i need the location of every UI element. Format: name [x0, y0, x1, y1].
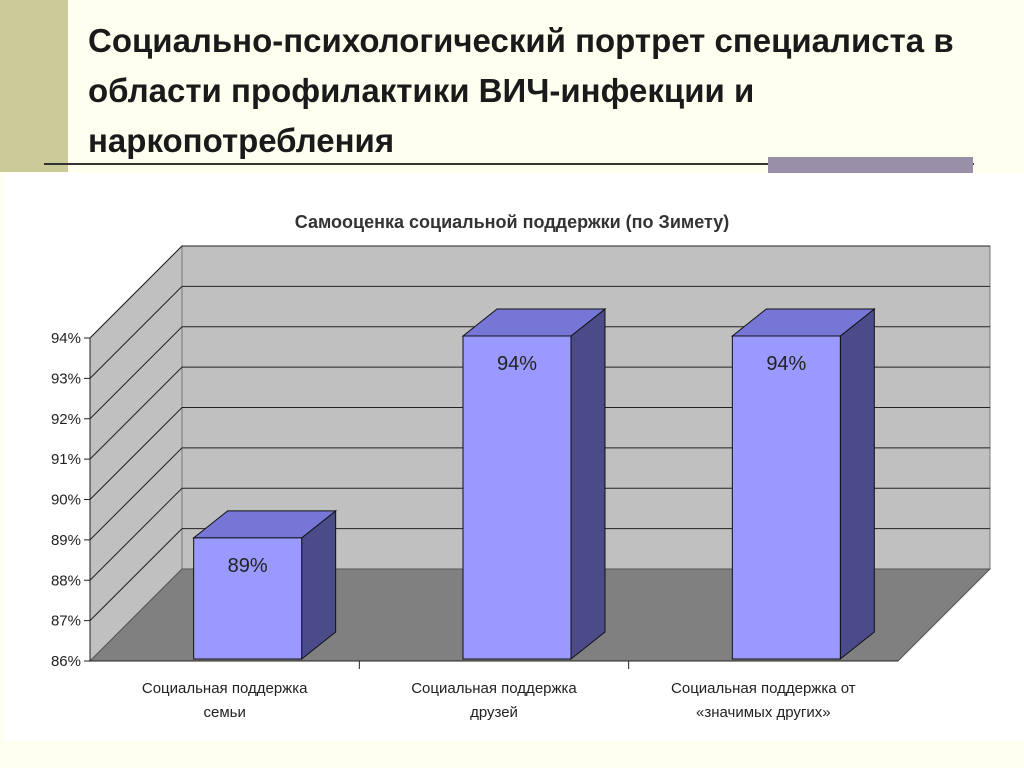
x-tick-label: друзей	[470, 704, 518, 721]
y-tick-label: 92%	[51, 411, 81, 428]
bar-side	[839, 307, 875, 661]
y-tick-label: 88%	[51, 572, 81, 589]
slide-title: Социально-психологический портрет специа…	[88, 22, 954, 159]
x-tick-label: Социальная поддержка	[411, 680, 577, 697]
gridline	[89, 528, 990, 621]
gridline	[89, 245, 990, 339]
gridline	[89, 447, 990, 541]
y-tick-label: 94%	[51, 330, 81, 347]
x-tick-label: Социальная поддержка от	[671, 680, 856, 697]
bar	[731, 335, 841, 660]
x-tick-label: «значимых других»	[696, 704, 831, 721]
bar	[193, 537, 303, 660]
x-tick-label: Социальная поддержка	[142, 680, 308, 697]
data-label: 89%	[228, 555, 268, 577]
bar-chart: Самооценка социальной поддержки (по Зиме…	[51, 212, 992, 721]
chart-title: Самооценка социальной поддержки (по Зиме…	[295, 212, 730, 232]
y-tick-label: 87%	[51, 613, 81, 630]
gridline	[89, 326, 990, 420]
accent-bar	[768, 157, 973, 173]
y-tick-label: 86%	[51, 653, 81, 670]
bar	[462, 335, 572, 660]
gridline	[89, 487, 990, 581]
x-tick-label: семьи	[203, 704, 245, 721]
y-tick-label: 90%	[51, 492, 81, 509]
y-tick-label: 91%	[51, 451, 81, 468]
y-tick-label: 89%	[51, 532, 81, 549]
decorative-side-band	[0, 0, 68, 172]
chart-panel: Самооценка социальной поддержки (по Зиме…	[3, 173, 1024, 741]
data-label: 94%	[497, 353, 537, 375]
title-divider	[44, 163, 974, 165]
gridline	[89, 285, 990, 379]
data-label: 94%	[766, 353, 806, 375]
gridline	[89, 407, 990, 500]
gridline	[89, 366, 990, 460]
y-tick-label: 93%	[51, 370, 81, 387]
bar-side	[570, 307, 606, 661]
